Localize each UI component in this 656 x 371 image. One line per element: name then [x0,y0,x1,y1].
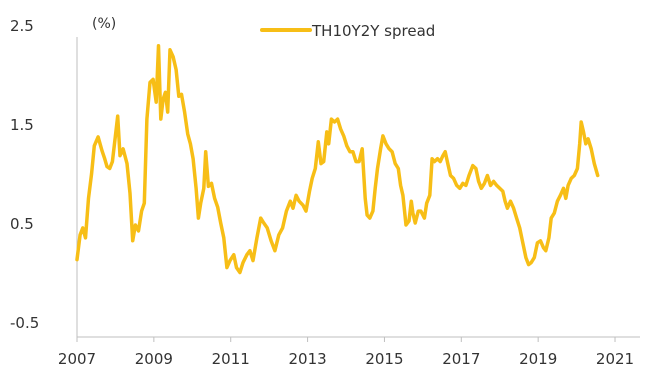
x-tick-label: 2007 [58,350,96,368]
y-tick-label: 2.5 [10,17,34,35]
x-tick-label: 2015 [365,350,403,368]
x-tick-label: 2017 [442,350,480,368]
plot-area [75,44,600,275]
x-tick-label: 2021 [596,350,634,368]
series-line [75,44,600,275]
legend-label: TH10Y2Y spread [311,22,435,40]
x-tick-label: 2009 [135,350,173,368]
y-axis-ticks: -0.5 0.5 1.5 2.5 [10,17,39,332]
y-tick-label: -0.5 [10,314,39,332]
y-tick-label: 1.5 [10,116,34,134]
x-tick-label: 2013 [288,350,326,368]
x-tick-label: 2011 [212,350,250,368]
y-tick-label: 0.5 [10,215,34,233]
x-tick-label: 2019 [519,350,557,368]
legend: TH10Y2Y spread [260,22,435,40]
unit-label: (%) [92,16,116,32]
x-axis: 2007 2009 2011 2013 2015 2017 2019 2021 [58,37,640,368]
